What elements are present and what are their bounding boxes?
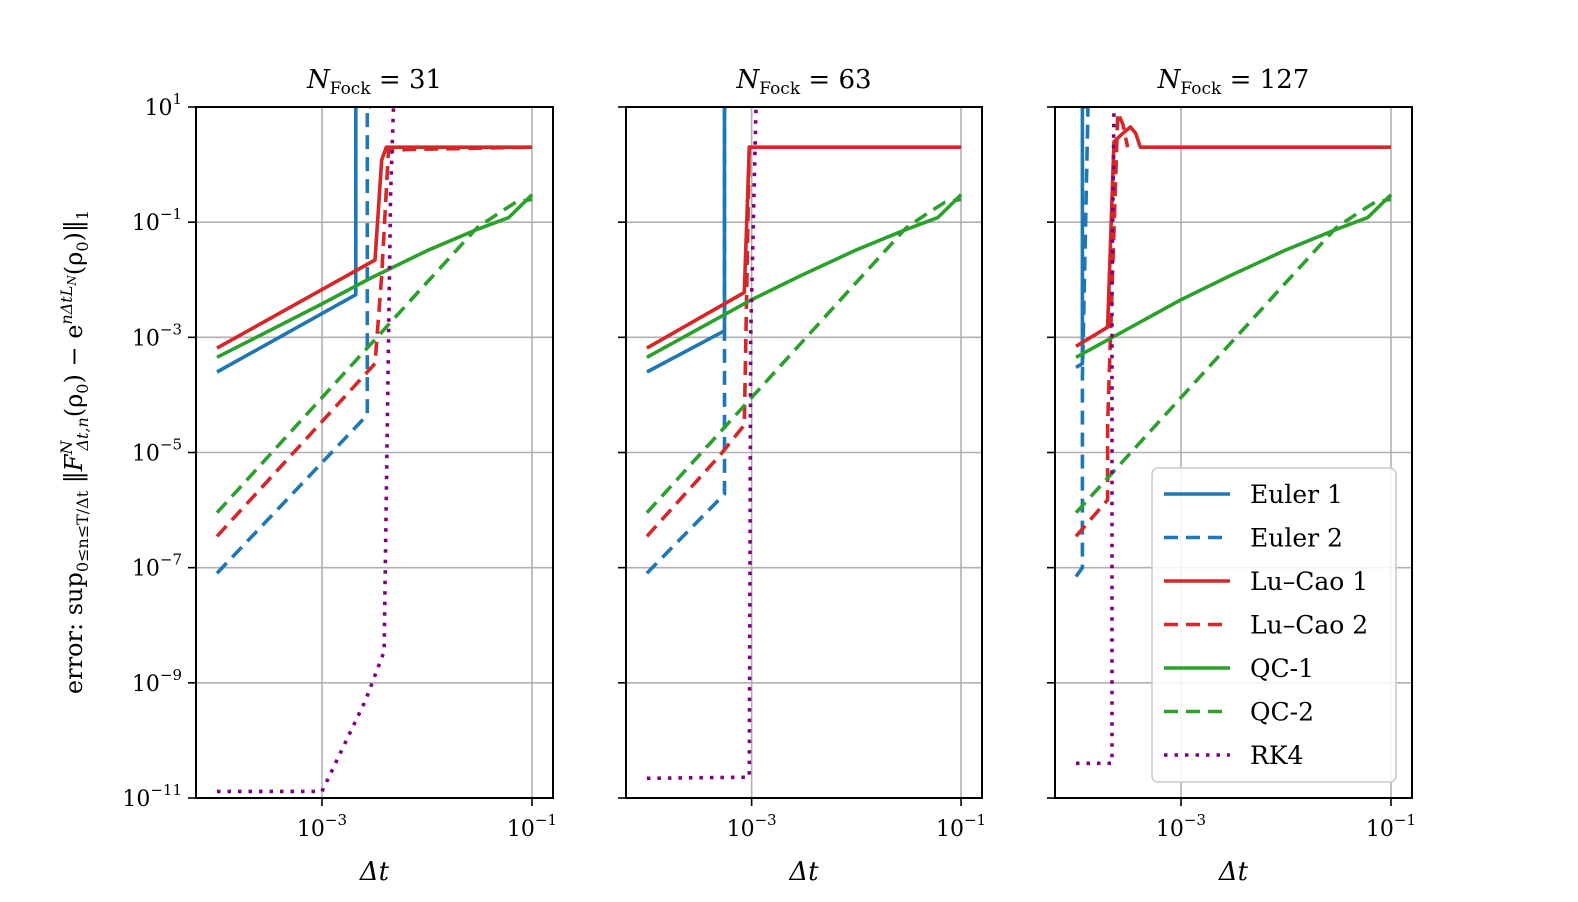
series-line-lu-cao-1 bbox=[216, 145, 532, 350]
y-tick-label: 10−3 bbox=[132, 320, 182, 351]
series-line-qc-1 bbox=[1075, 193, 1393, 359]
x-axis-label: Δt bbox=[788, 857, 819, 887]
y-tick-label: 10−9 bbox=[132, 666, 182, 697]
series-line-lu-cao-2 bbox=[645, 145, 752, 538]
series-line-lu-cao-1 bbox=[646, 145, 962, 350]
legend-label: Euler 1 bbox=[1250, 480, 1343, 509]
series-line-rk4 bbox=[217, 107, 396, 794]
x-tick-label: 10−3 bbox=[297, 811, 347, 842]
y-tick-label: 10−7 bbox=[132, 551, 182, 582]
series-line-rk4 bbox=[646, 107, 758, 781]
series-line-lu-cao-2 bbox=[215, 145, 533, 538]
series-line-lu-cao-2 bbox=[1074, 110, 1130, 538]
series-group bbox=[1074, 107, 1393, 766]
legend-label: Euler 2 bbox=[1250, 524, 1343, 553]
y-tick-label: 10−5 bbox=[132, 436, 182, 467]
legend-label: Lu–Cao 2 bbox=[1250, 611, 1368, 640]
x-tick-label: 10−3 bbox=[727, 811, 777, 842]
legend-label: Lu–Cao 1 bbox=[1250, 567, 1368, 596]
series-line-euler-1 bbox=[216, 107, 358, 374]
series-line-qc-2 bbox=[1074, 197, 1392, 514]
panel-title: NFock = 127 bbox=[1157, 65, 1310, 99]
y-axis-label: error: sup0≤n≤T/Δt ‖FNΔt,n(ρ0) − enΔtLN(… bbox=[57, 210, 92, 694]
series-line-qc-2 bbox=[645, 197, 962, 514]
series-line-euler-2 bbox=[215, 107, 371, 575]
x-tick-label: 10−1 bbox=[507, 811, 557, 842]
panel-1: 101 10−1 10−3 10−5 10−7 10−9 10−11 10−3 10−1 NFoc… bbox=[122, 65, 557, 887]
legend-label: QC-1 bbox=[1250, 654, 1314, 683]
series-line-euler-1 bbox=[646, 107, 727, 374]
series-line-euler-2 bbox=[645, 107, 727, 575]
legend-label: QC-2 bbox=[1250, 698, 1314, 727]
series-line-euler-2 bbox=[1074, 107, 1090, 578]
series-group bbox=[215, 107, 534, 794]
legend-label: RK4 bbox=[1250, 741, 1303, 770]
series-line-qc-1 bbox=[216, 193, 534, 359]
series-line-qc-2 bbox=[215, 197, 533, 514]
y-tick-label: 10−1 bbox=[132, 205, 182, 236]
y-tick-label: 101 bbox=[144, 90, 182, 121]
series-line-qc-1 bbox=[646, 193, 963, 359]
legend-box bbox=[1151, 467, 1397, 783]
series-group bbox=[645, 107, 963, 781]
x-tick-label: 10−3 bbox=[1156, 811, 1206, 842]
y-tick-label: 10−11 bbox=[122, 781, 182, 812]
x-axis-label: Δt bbox=[359, 857, 390, 887]
panel-title: NFock = 31 bbox=[306, 65, 442, 99]
x-tick-label: 10−1 bbox=[1366, 811, 1416, 842]
x-tick-label: 10−1 bbox=[936, 811, 986, 842]
panel-2: 10−3 10−1 NFock = 63 Δt bbox=[618, 65, 986, 887]
series-line-lu-cao-1 bbox=[1075, 125, 1391, 348]
legend: Euler 1 Euler 2 Lu–Cao 1 Lu–Cao 2 QC-1 QC-2 RK… bbox=[1151, 467, 1397, 783]
x-axis-label: Δt bbox=[1218, 857, 1249, 887]
panel-title: NFock = 63 bbox=[735, 65, 871, 99]
series-line-euler-1 bbox=[1075, 107, 1088, 369]
